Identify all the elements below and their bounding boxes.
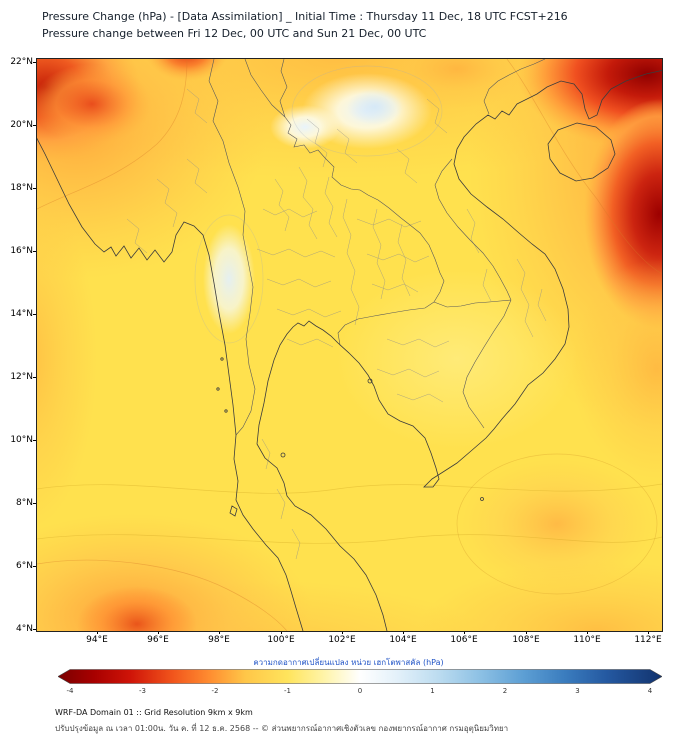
coastline-layer [37,70,662,631]
island-dot [216,387,220,391]
island-dot [224,409,228,413]
colorbar [57,669,663,684]
lon-tick-label: 94°E [77,630,117,646]
lat-tick-label: 6°N [0,560,37,572]
island-dot [280,452,286,458]
lon-tick-label: 108°E [506,630,546,646]
lon-tick-label: 110°E [567,630,607,646]
colorbar-tick-label: 2 [502,687,508,695]
lat-tick-label: 4°N [0,623,37,635]
hainan-island [547,122,616,182]
lat-tick-label: 8°N [0,497,37,509]
colorbar-gradient [57,669,663,684]
lon-tick-label: 104°E [383,630,423,646]
footer-domain-info: WRF-DA Domain 01 :: Grid Resolution 9km … [55,708,253,717]
lat-tick-label: 20°N [0,119,37,131]
lon-tick-label: 106°E [444,630,484,646]
lat-tick-label: 16°N [0,245,37,257]
country-borders-layer [208,59,546,436]
island-dot [220,357,224,361]
phuket-island [229,505,238,517]
page-subtitle: Pressure change between Fri 12 Dec, 00 U… [42,27,427,40]
lat-tick-label: 10°N [0,434,37,446]
lon-tick-label: 96°E [138,630,178,646]
colorbar-tick-label: -3 [139,687,146,695]
contour-isolines-layer [37,59,662,631]
colorbar-tick-label: 3 [575,687,580,695]
coastline-west [37,137,304,631]
colorbar-tick-label: -4 [66,687,74,695]
coastline-gulf-vietnam [256,70,662,631]
map-canvas [37,59,662,631]
lon-tick-label: 100°E [261,630,301,646]
pressure-change-map [36,58,663,632]
lat-tick-label: 12°N [0,371,37,383]
contour-fill-layer [37,59,662,631]
colorbar-tick-label: 1 [430,687,435,695]
lon-tick-label: 112°E [628,630,668,646]
lat-tick-label: 18°N [0,182,37,194]
lat-tick-label: 22°N [0,56,37,68]
lon-tick-label: 98°E [199,630,239,646]
colorbar-tick-label: 4 [647,687,653,695]
lat-tick-label: 14°N [0,308,37,320]
island-dot [480,497,484,501]
colorbar-tick-label: 0 [357,687,363,695]
page-title: Pressure Change (hPa) - [Data Assimilati… [42,10,568,23]
colorbar-label: ความกดอากาศเปลี่ยนแปลง หน่วย เฮกโตพาสคัล… [253,658,444,667]
province-borders-layer [126,88,547,560]
colorbar-tick-label: -2 [211,687,219,695]
island-dot [367,378,373,384]
lon-tick-label: 102°E [322,630,362,646]
colorbar-tick-label: -1 [284,687,291,695]
footer-update-info: ปรับปรุงข้อมูล ณ เวลา 01:00น. วัน ค. ที่… [55,724,509,733]
